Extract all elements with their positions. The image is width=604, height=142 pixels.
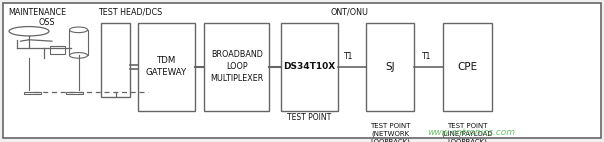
Bar <box>366 23 414 111</box>
Text: CPE: CPE <box>457 62 478 72</box>
Text: T1: T1 <box>344 52 354 61</box>
Ellipse shape <box>69 27 88 33</box>
Bar <box>69 30 88 55</box>
Bar <box>101 23 130 97</box>
Text: TEST POINT
(NETWORK
LOOPBACK): TEST POINT (NETWORK LOOPBACK) <box>370 123 411 142</box>
Text: TEST POINT: TEST POINT <box>288 113 332 122</box>
Bar <box>281 23 338 111</box>
Text: T1: T1 <box>422 52 431 61</box>
Text: ONT/ONU: ONT/ONU <box>330 8 368 17</box>
Text: BROADBAND
LOOP
MULTIPLEXER: BROADBAND LOOP MULTIPLEXER <box>210 50 263 83</box>
Text: TDM
GATEWAY: TDM GATEWAY <box>146 56 187 77</box>
Text: DS34T10X: DS34T10X <box>283 62 336 71</box>
Bar <box>66 92 83 94</box>
Text: TEST POINT
(LINE/PAYLOAD
LOOPBACK): TEST POINT (LINE/PAYLOAD LOOPBACK) <box>442 123 493 142</box>
Bar <box>50 46 65 54</box>
Text: OSS: OSS <box>39 17 56 27</box>
Text: TEST HEAD/DCS: TEST HEAD/DCS <box>98 8 162 17</box>
Text: MAINTENANCE: MAINTENANCE <box>8 8 66 17</box>
Text: www.cntronics.com: www.cntronics.com <box>427 128 515 137</box>
Ellipse shape <box>69 53 88 58</box>
Bar <box>24 92 41 94</box>
Bar <box>204 23 269 111</box>
Text: SJ: SJ <box>385 62 395 72</box>
Bar <box>138 23 195 111</box>
Bar <box>443 23 492 111</box>
